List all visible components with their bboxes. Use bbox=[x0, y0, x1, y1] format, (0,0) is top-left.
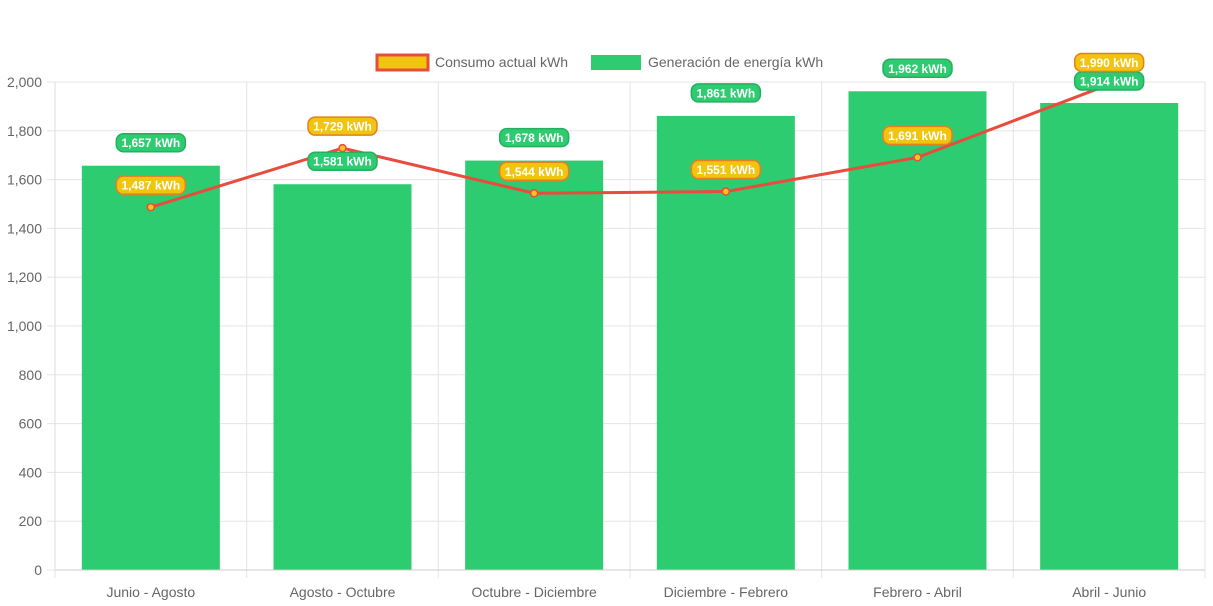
y-tick-label: 0 bbox=[34, 562, 42, 578]
bar[interactable] bbox=[81, 165, 220, 570]
line-data-label-text: 1,487 kWh bbox=[121, 179, 180, 193]
bar-data-label-text: 1,678 kWh bbox=[505, 131, 564, 145]
line-data-label-bg bbox=[882, 125, 953, 146]
line-data-label: 1,691 kWh bbox=[882, 125, 953, 146]
bar-data-label-text: 1,914 kWh bbox=[1080, 74, 1139, 88]
legend[interactable]: Consumo actual kWh Generación de energía … bbox=[375, 53, 823, 72]
line-point[interactable] bbox=[913, 153, 922, 162]
bar-data-label-bg bbox=[690, 83, 762, 103]
axes: 0 200 400 600 800 1,000 1,200 1,400 1,600 1,800 2,… bbox=[7, 74, 1205, 600]
line-data-label: 1,729 kWh bbox=[307, 116, 378, 136]
y-tick-label: 1,200 bbox=[7, 269, 42, 285]
x-tick-label: Diciembre - Febrero bbox=[664, 584, 789, 600]
line-point[interactable] bbox=[338, 143, 347, 153]
bar-data-label-text: 1,962 kWh bbox=[888, 62, 947, 76]
bar[interactable] bbox=[273, 184, 412, 570]
data-labels: 1,657 kWh 1,581 kWh 1,678 kWh 1,861 kWh 1,96… bbox=[115, 52, 1145, 195]
y-tick-label: 800 bbox=[19, 367, 43, 383]
bar-data-label-bg bbox=[307, 151, 378, 171]
bar-data-label-text: 1,581 kWh bbox=[313, 155, 372, 169]
bar-data-label-bg bbox=[115, 132, 187, 153]
y-tick-label: 200 bbox=[19, 513, 43, 529]
line-point[interactable] bbox=[146, 202, 156, 212]
bar[interactable] bbox=[848, 91, 987, 570]
line-data-label-text: 1,990 kWh bbox=[1080, 56, 1139, 70]
x-tick-label: Febrero - Abril bbox=[873, 584, 962, 600]
y-tick-label: 2,000 bbox=[7, 74, 42, 90]
legend-item-generacion[interactable]: Generación de energía kWh bbox=[591, 54, 823, 70]
line-data-label: 1,544 kWh bbox=[498, 161, 570, 182]
y-tick-label: 600 bbox=[19, 416, 43, 432]
line-data-label-bg bbox=[1073, 52, 1145, 73]
line-data-label-text: 1,551 kWh bbox=[696, 163, 755, 177]
y-tick-label: 1,600 bbox=[7, 172, 42, 188]
bar-data-label: 1,581 kWh bbox=[307, 151, 378, 171]
legend-item-consumo[interactable]: Consumo actual kWh bbox=[375, 53, 568, 72]
bar-data-label: 1,861 kWh bbox=[690, 83, 762, 103]
grid bbox=[47, 81, 1206, 578]
legend-swatch-bar bbox=[591, 55, 641, 70]
bar-data-label: 1,962 kWh bbox=[882, 58, 953, 79]
line-data-label-bg bbox=[498, 161, 570, 182]
y-tick-label: 400 bbox=[19, 464, 43, 480]
line-data-label-bg bbox=[115, 175, 187, 195]
line-data-label: 1,487 kWh bbox=[115, 175, 187, 195]
bar-data-label-bg bbox=[882, 58, 953, 79]
line-data-label-bg bbox=[690, 159, 762, 180]
y-tick-label: 1,800 bbox=[7, 123, 42, 139]
line-data-label: 1,551 kWh bbox=[690, 159, 762, 180]
line-data-label: 1,990 kWh bbox=[1073, 52, 1145, 73]
bar-data-label-bg bbox=[498, 127, 570, 148]
bar-data-label: 1,678 kWh bbox=[498, 127, 570, 148]
legend-label: Generación de energía kWh bbox=[648, 54, 823, 70]
bar-data-label: 1,657 kWh bbox=[115, 132, 187, 153]
y-tick-label: 1,400 bbox=[7, 220, 42, 236]
legend-swatch-line bbox=[375, 53, 430, 72]
bar[interactable] bbox=[1040, 102, 1179, 570]
line-data-label-text: 1,544 kWh bbox=[505, 165, 564, 179]
bar[interactable] bbox=[465, 160, 604, 570]
y-tick-label: 1,000 bbox=[7, 318, 42, 334]
bar-data-label-text: 1,861 kWh bbox=[696, 86, 755, 100]
line-data-label-text: 1,729 kWh bbox=[313, 120, 372, 134]
bars bbox=[81, 91, 1179, 570]
x-tick-label: Junio - Agosto bbox=[106, 584, 195, 600]
x-tick-label: Octubre - Diciembre bbox=[472, 584, 597, 600]
line-point[interactable] bbox=[529, 189, 539, 198]
bar-data-label-text: 1,657 kWh bbox=[121, 136, 180, 150]
legend-label: Consumo actual kWh bbox=[435, 54, 568, 70]
line-data-label-bg bbox=[307, 116, 378, 136]
x-tick-label: Agosto - Octubre bbox=[290, 584, 396, 600]
line-data-label-text: 1,691 kWh bbox=[888, 129, 947, 143]
bar-data-label: 1,914 kWh bbox=[1073, 71, 1145, 91]
line-point[interactable] bbox=[721, 187, 731, 196]
x-tick-label: Abril - Junio bbox=[1072, 584, 1146, 600]
